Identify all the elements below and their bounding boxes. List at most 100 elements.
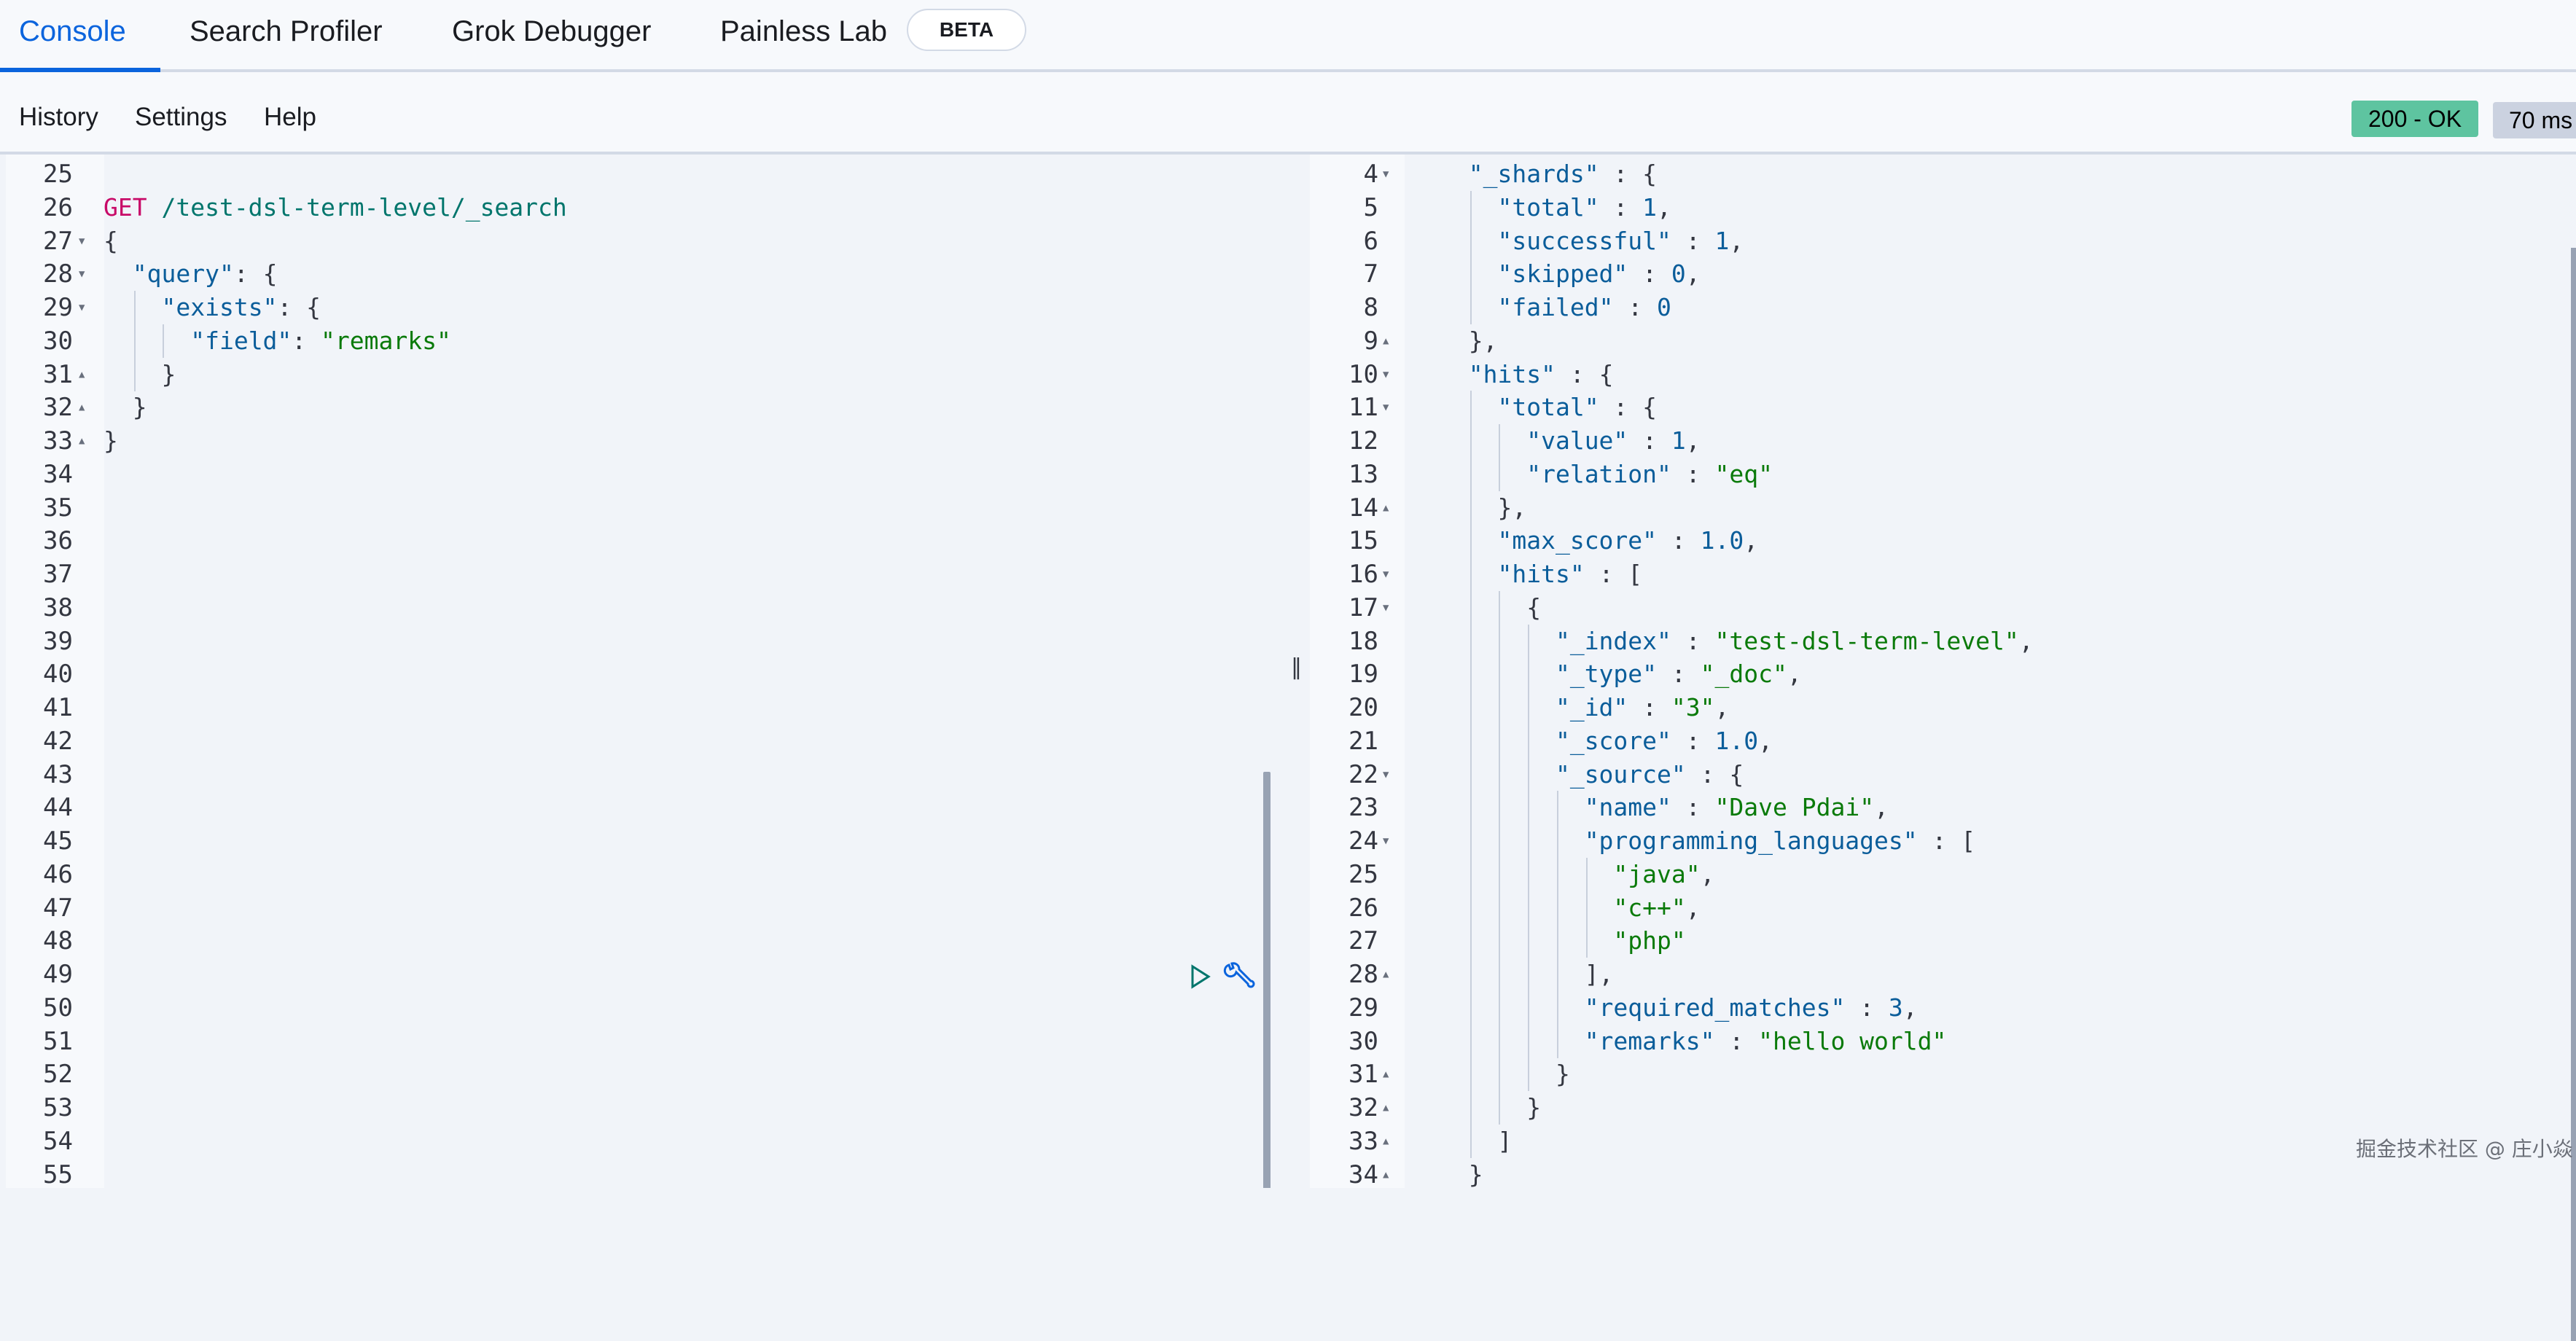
help-link[interactable]: Help: [264, 103, 316, 131]
response-scrollbar[interactable]: [2571, 248, 2576, 1341]
token: :: [1628, 426, 1671, 455]
fold-toggle-icon[interactable]: ▼: [1383, 835, 1389, 847]
code-line: 15 "max_score" : 1.0,: [1310, 524, 2576, 558]
token: ,: [2018, 626, 2034, 655]
indent-guide: [1528, 791, 1530, 825]
code-line: 54: [0, 1125, 1287, 1158]
indent-guide: [133, 357, 136, 391]
indent-guide: [1470, 257, 1472, 292]
unfold-toggle-icon[interactable]: ▲: [79, 435, 85, 447]
request-scrollbar[interactable]: [1263, 772, 1271, 1188]
fold-toggle-icon[interactable]: ▼: [1383, 402, 1389, 414]
token: 1.0: [1714, 726, 1759, 755]
code-text: },: [1440, 324, 1498, 358]
code-text: "successful" : 1,: [1440, 224, 1744, 258]
indent-guide: [1470, 657, 1472, 692]
code-line: 40: [0, 657, 1287, 691]
line-number: 29: [1349, 993, 1378, 1023]
line-number: 28: [1349, 960, 1378, 989]
settings-link[interactable]: Settings: [135, 103, 227, 131]
panel-resizer[interactable]: ‖: [1287, 155, 1310, 1188]
line-number: 43: [43, 759, 73, 789]
unfold-toggle-icon[interactable]: ▲: [1383, 501, 1389, 514]
token: :: [1657, 526, 1701, 555]
fold-toggle-icon[interactable]: ▼: [79, 302, 85, 313]
fold-toggle-icon[interactable]: ▼: [79, 235, 85, 247]
line-number: 12: [1349, 426, 1378, 456]
indent-guide: [1470, 224, 1472, 258]
tab-grok-debugger[interactable]: Grok Debugger: [452, 15, 652, 47]
indent-guide: [1470, 857, 1472, 891]
code-text: "skipped" : 0,: [1440, 257, 1701, 292]
resize-handle-icon[interactable]: ‖: [1291, 654, 1302, 680]
unfold-toggle-icon[interactable]: ▲: [79, 402, 85, 414]
line-number: 25: [1349, 859, 1378, 889]
code-line: 22 ▼ "_source" : {: [1310, 757, 2576, 791]
line-number: 46: [43, 859, 73, 889]
tab-painless-lab[interactable]: Painless Lab: [720, 15, 888, 47]
indent-guide: [1470, 391, 1472, 425]
token: "eq": [1714, 459, 1773, 488]
fold-toggle-icon[interactable]: ▼: [1383, 168, 1389, 180]
line-number: 33: [1349, 1126, 1378, 1156]
line-number: 17: [1349, 593, 1378, 622]
indent-guide: [1499, 791, 1501, 825]
fold-toggle-icon[interactable]: ▼: [1383, 568, 1389, 580]
code-line: 11 ▼ "total" : {: [1310, 391, 2576, 425]
line-number: 27: [43, 226, 73, 256]
indent-guide: [1470, 424, 1472, 458]
wrench-icon[interactable]: [1223, 961, 1255, 993]
fold-toggle-icon[interactable]: ▼: [1383, 768, 1389, 781]
code-line: 42: [0, 724, 1287, 758]
history-link[interactable]: History: [19, 103, 98, 131]
token: }: [161, 359, 176, 388]
tab-console[interactable]: Console: [19, 15, 126, 47]
token: : {: [1685, 759, 1744, 789]
console-toolbar: History Settings Help 200 - OK 70 ms: [0, 72, 2576, 155]
indent-guide: [1528, 691, 1530, 724]
fold-toggle-icon[interactable]: ▼: [1383, 368, 1389, 380]
token: {: [1526, 593, 1542, 622]
line-number: 31: [1349, 1060, 1378, 1090]
code-text: "programming_languages" : [: [1440, 824, 1975, 858]
code-text: "java",: [1440, 857, 1715, 891]
code-line: 16 ▼ "hits" : [: [1310, 558, 2576, 591]
token: "query": [132, 259, 234, 289]
token: "Dave Pdai": [1714, 793, 1875, 822]
token: 0: [1671, 259, 1686, 289]
line-number: 44: [43, 793, 73, 823]
code-line: 41: [0, 691, 1287, 724]
line-number: 36: [43, 526, 73, 556]
token: "_shards": [1468, 160, 1599, 188]
indent-guide: [1470, 824, 1472, 858]
fold-toggle-icon[interactable]: ▼: [79, 268, 85, 281]
indent-guide: [1585, 891, 1588, 925]
token: ,: [1758, 726, 1773, 755]
token: "hits": [1468, 359, 1556, 388]
unfold-toggle-icon[interactable]: ▲: [1383, 1168, 1389, 1181]
line-number: 52: [43, 1060, 73, 1090]
code-line: 23 "name" : "Dave Pdai",: [1310, 791, 2576, 825]
code-line: 49: [0, 958, 1287, 991]
unfold-toggle-icon[interactable]: ▲: [79, 368, 85, 380]
indent-guide: [1499, 824, 1501, 858]
unfold-toggle-icon[interactable]: ▲: [1383, 969, 1389, 980]
code-line: 26 GET /test-dsl-term-level/_search: [0, 191, 1287, 224]
tab-search-profiler[interactable]: Search Profiler: [190, 15, 383, 47]
indent-guide: [1470, 590, 1472, 625]
code-line: 8 "failed" : 0: [1310, 291, 2576, 324]
token: : {: [1599, 160, 1658, 188]
indent-guide: [1470, 624, 1472, 658]
request-editor[interactable]: 25 26 GET /test-dsl-term-level/_search 27 ▼ {…: [0, 155, 1287, 1188]
play-icon[interactable]: [1190, 963, 1211, 990]
token: ,: [1685, 259, 1701, 289]
watermark: 掘金技术社区 @ 庄小焱: [2356, 1137, 2573, 1161]
fold-toggle-icon[interactable]: ▼: [1383, 601, 1389, 614]
line-number: 34: [1349, 1160, 1378, 1189]
code-line: 39: [0, 625, 1287, 658]
unfold-toggle-icon[interactable]: ▲: [1383, 335, 1389, 347]
code-line: 10 ▼ "hits" : {: [1310, 358, 2576, 391]
unfold-toggle-icon[interactable]: ▲: [1383, 1135, 1389, 1147]
unfold-toggle-icon[interactable]: ▲: [1383, 1102, 1389, 1114]
unfold-toggle-icon[interactable]: ▲: [1383, 1068, 1389, 1081]
